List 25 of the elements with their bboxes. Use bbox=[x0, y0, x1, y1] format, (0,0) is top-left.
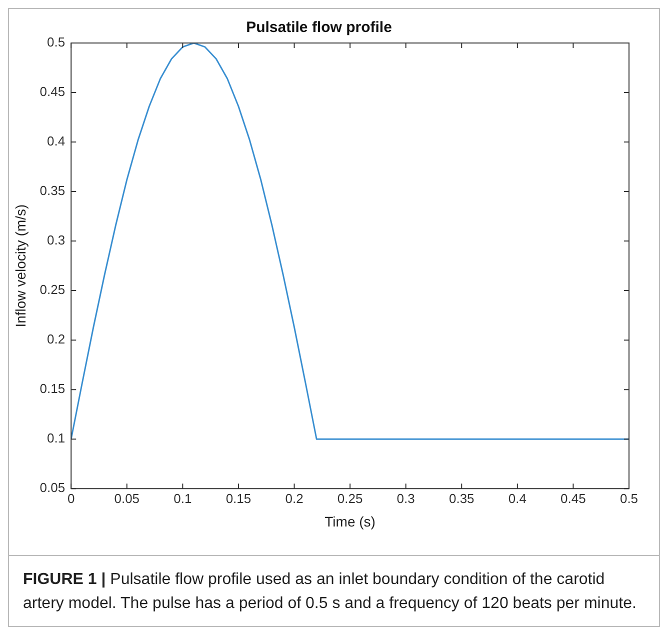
y-tick-label: 0.2 bbox=[47, 332, 66, 347]
y-tick-label: 0.35 bbox=[40, 183, 66, 198]
y-tick-label: 0.4 bbox=[47, 134, 66, 149]
x-tick-label: 0.4 bbox=[508, 490, 526, 506]
caption: FIGURE 1 | Pulsatile flow profile used as an inlet boundary condition of the carotid artery model. The pulse has a period of 0.5 s and a frequency of 120 beats per minute. bbox=[23, 571, 636, 612]
x-axis-title: Time (s) bbox=[324, 513, 376, 530]
x-tick-label: 0.25 bbox=[337, 490, 363, 506]
y-tick-label: 0.1 bbox=[47, 430, 66, 446]
x-tick-label: 0.15 bbox=[226, 490, 252, 506]
x-tick-label: 0.1 bbox=[174, 490, 192, 506]
y-tick-label: 0.15 bbox=[40, 381, 66, 396]
x-tick-label: 0.35 bbox=[448, 490, 474, 506]
chart-title: Pulsatile flow profile bbox=[246, 19, 392, 36]
y-tick-label: 0.05 bbox=[40, 480, 66, 496]
x-tick-label: 0.3 bbox=[396, 490, 415, 506]
y-tick-label: 0.25 bbox=[40, 282, 66, 298]
x-tick-label: 0.2 bbox=[285, 490, 304, 506]
x-tick-label: 0 bbox=[67, 490, 75, 506]
x-tick-label: 0.05 bbox=[114, 490, 140, 506]
y-tick-label: 0.5 bbox=[47, 34, 66, 50]
x-tick-label: 0.5 bbox=[620, 490, 638, 506]
y-axis-title: Inflow velocity (m/s) bbox=[12, 204, 28, 328]
x-tick-label: 0.45 bbox=[560, 490, 586, 506]
y-tick-label: 0.45 bbox=[40, 84, 66, 100]
y-tick-label: 0.3 bbox=[47, 232, 66, 248]
